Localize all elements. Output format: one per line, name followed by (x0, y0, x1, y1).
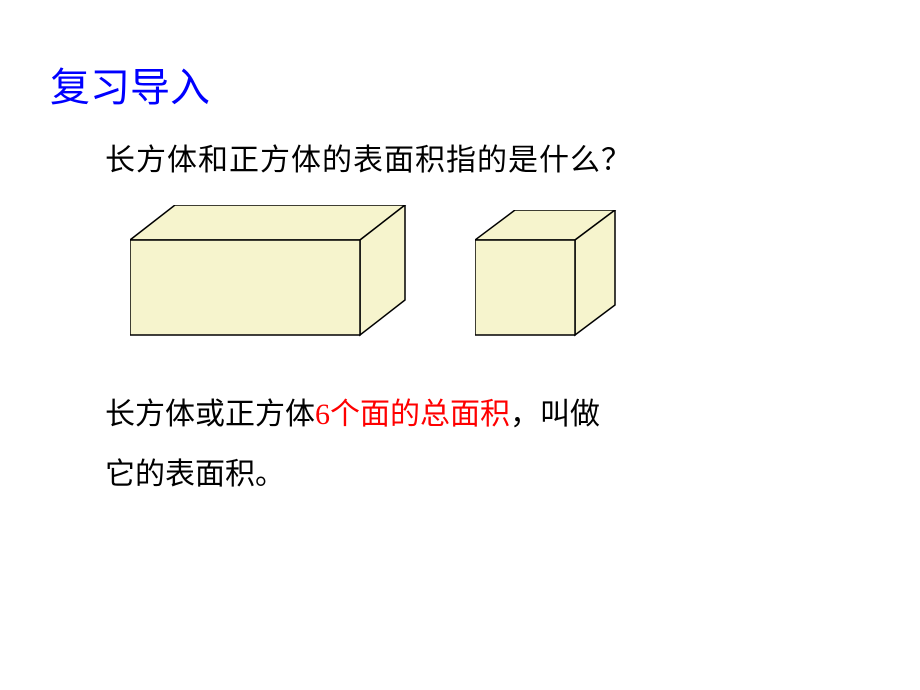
cube-front-face (475, 240, 575, 335)
section-header: 复习导入 (50, 55, 210, 113)
answer-text: 长方体或正方体6个面的总面积，叫做 它的表面积。 (105, 385, 600, 505)
cuboid-top-face (130, 205, 405, 240)
answer-prefix: 长方体或正方体 (105, 398, 315, 431)
answer-suffix-line1: ，叫做 (510, 398, 600, 431)
cuboid-shape (130, 205, 410, 340)
answer-line2: 它的表面积。 (105, 458, 285, 491)
question-text: 长方体和正方体的表面积指的是什么？ (105, 135, 632, 179)
cube-shape (475, 210, 620, 340)
answer-highlight: 6个面的总面积 (315, 398, 510, 431)
shapes-area (130, 205, 730, 345)
cuboid-front-face (130, 240, 360, 335)
